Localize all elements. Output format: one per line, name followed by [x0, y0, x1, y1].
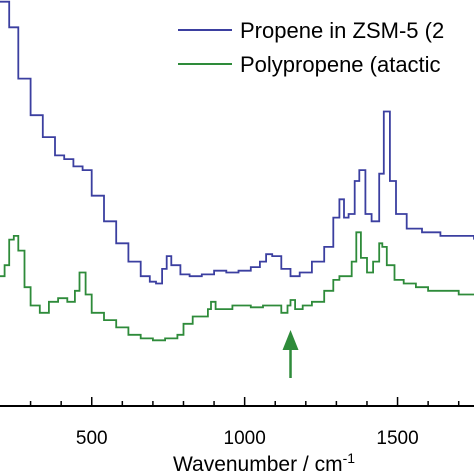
- x-tick-label: 500: [76, 428, 108, 449]
- x-tick-label: 1500: [376, 428, 418, 449]
- legend-label-2: Polypropene (atactic: [240, 52, 441, 77]
- legend-label-1: Propene in ZSM-5 (2: [240, 18, 444, 43]
- legend-box: [168, 14, 474, 84]
- arrow-annotation: [282, 330, 299, 378]
- series-line-1: [0, 0, 474, 285]
- x-axis-label: Wavenumber / cm-1: [173, 450, 355, 474]
- x-tick-label: 1000: [224, 428, 266, 449]
- series-line-2: [0, 231, 474, 342]
- x-axis-label-superscript: -1: [343, 450, 356, 466]
